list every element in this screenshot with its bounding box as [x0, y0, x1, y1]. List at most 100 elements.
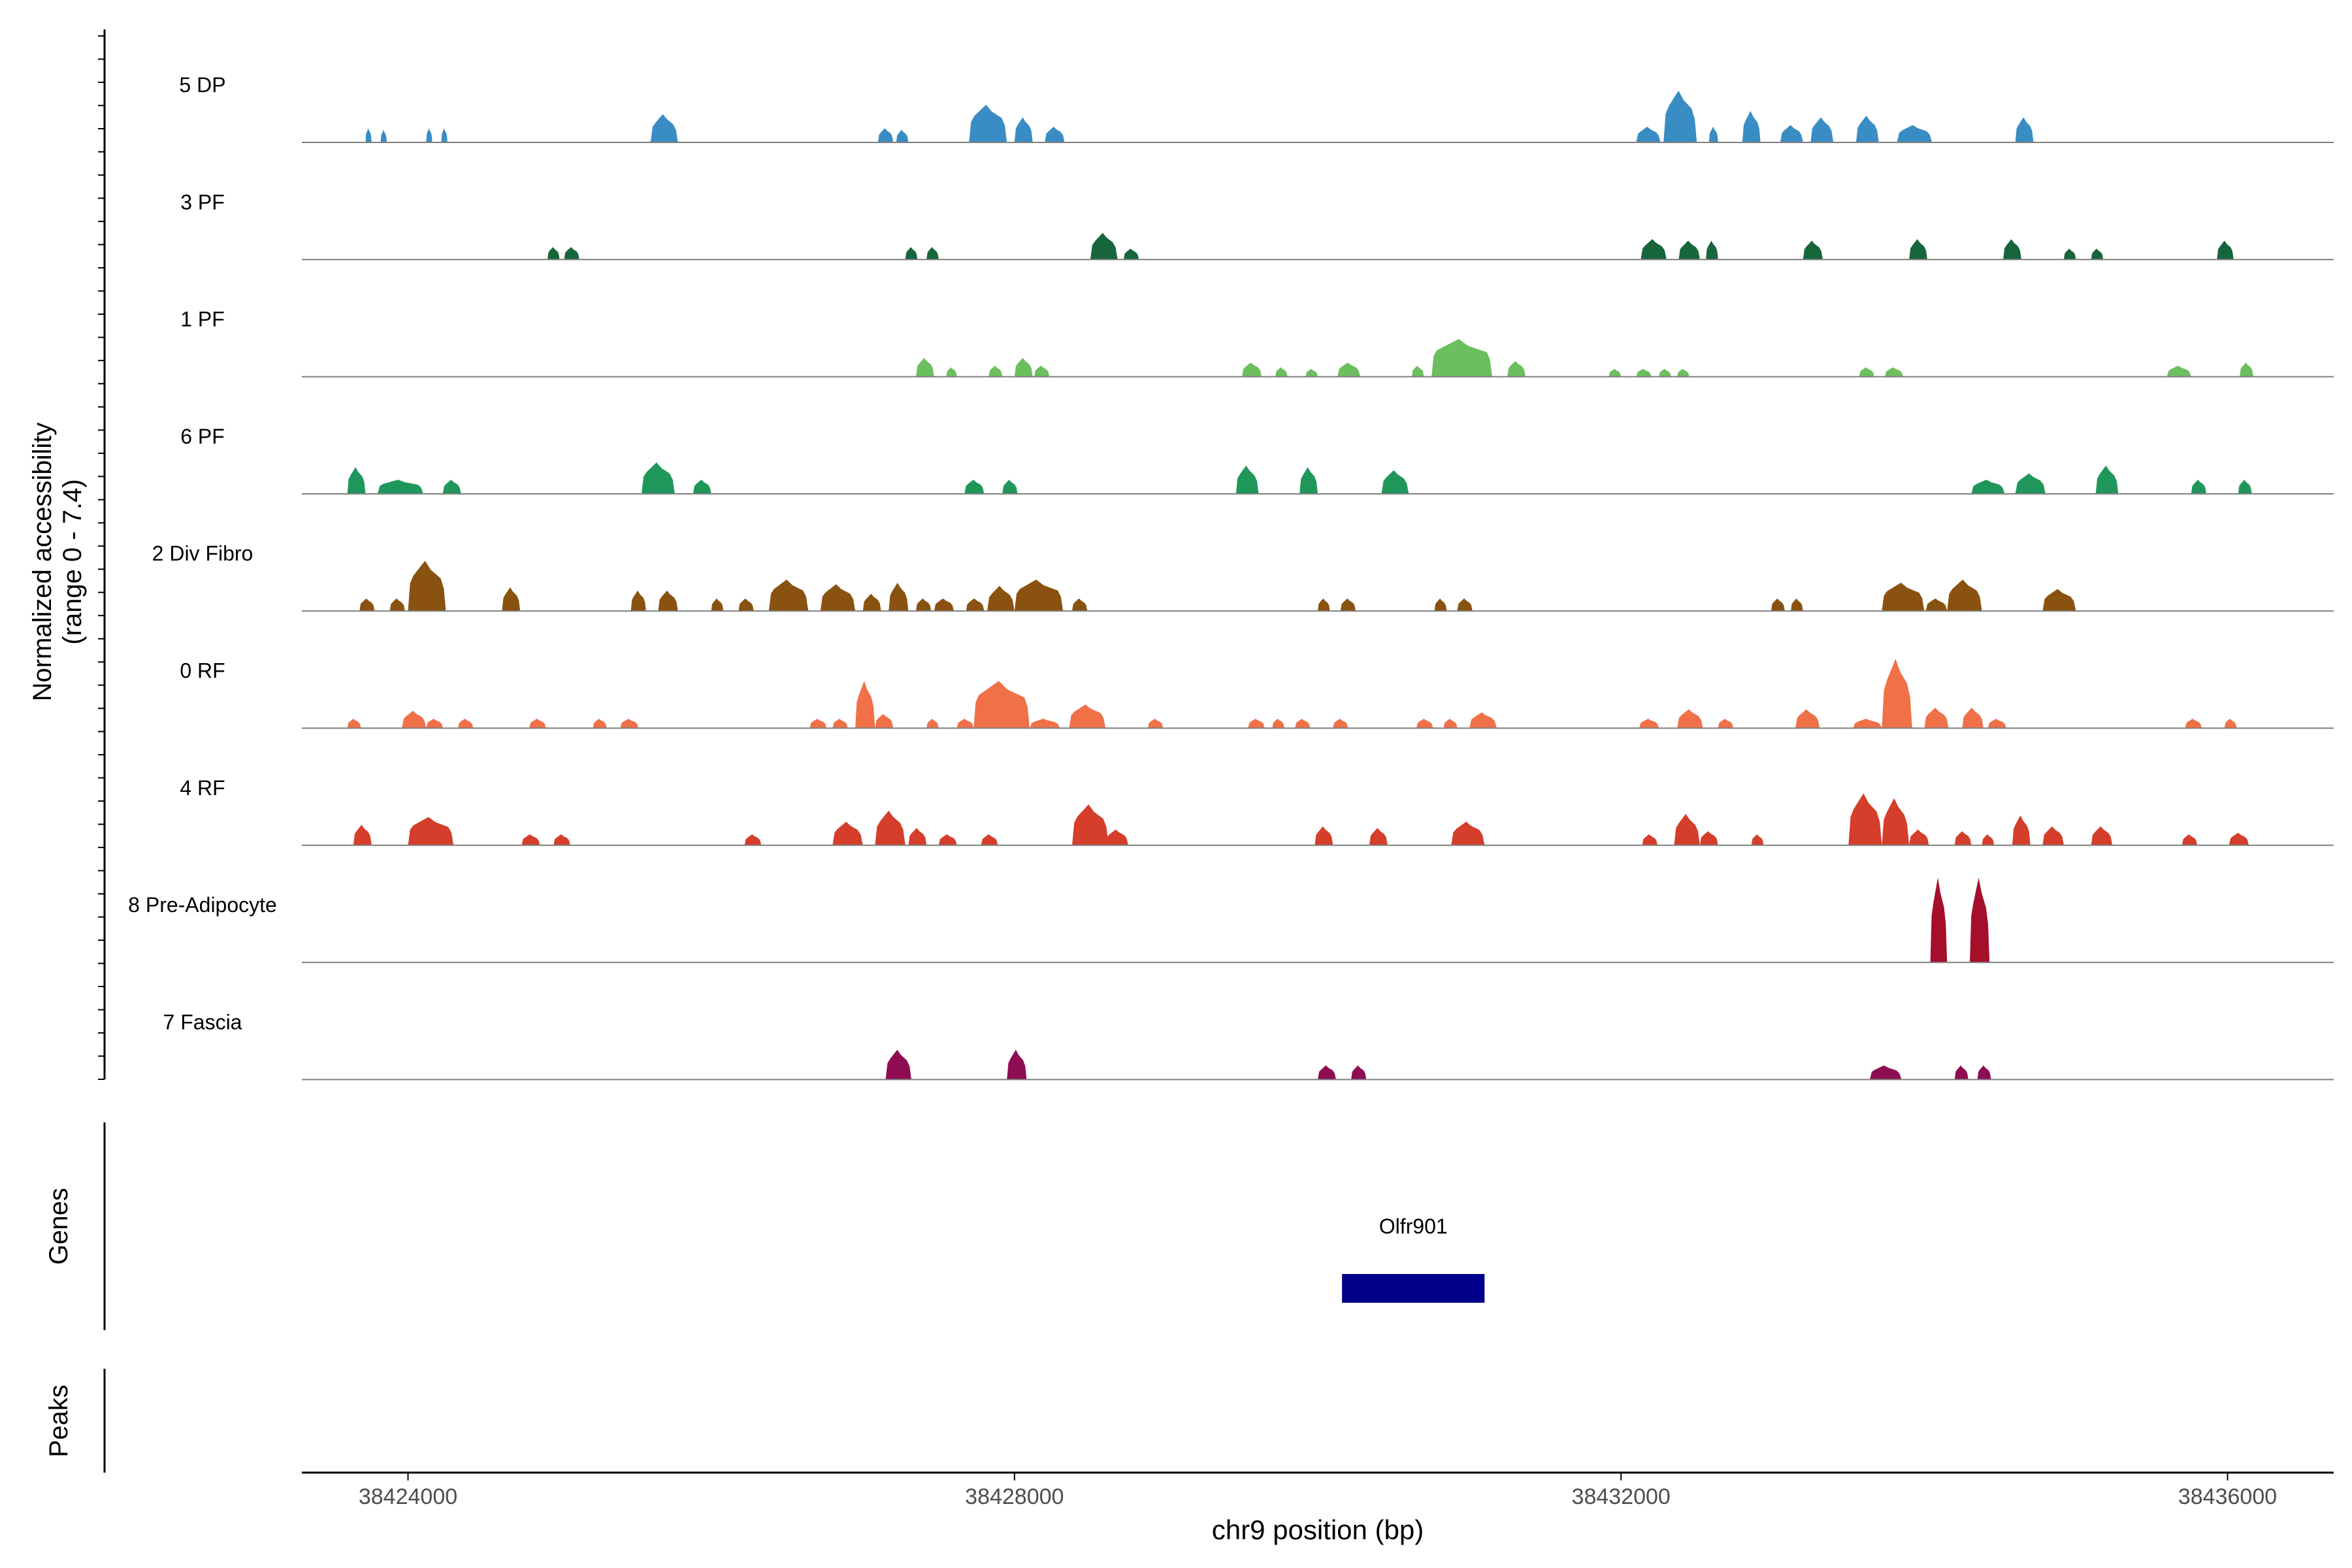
coverage-peak [650, 114, 678, 142]
coverage-peak [1718, 719, 1733, 728]
coverage-peak [1954, 831, 1972, 845]
coverage-peak [1706, 240, 1718, 260]
coverage-peak [1663, 90, 1697, 142]
coverage-peak [389, 598, 405, 612]
genes-label: Genes [44, 1188, 73, 1265]
coverage-peak [1859, 367, 1874, 377]
coverage-peak [2217, 240, 2234, 260]
coverage-peak [1970, 877, 1990, 963]
coverage-peak [877, 128, 894, 142]
coverage-peak [1742, 110, 1761, 142]
coverage-peak [1855, 116, 1879, 142]
coverage-peak [1030, 719, 1060, 728]
coverage-peak [1034, 365, 1050, 377]
coverage-peak [956, 719, 974, 728]
coverage-peak [353, 825, 372, 845]
coverage-peak [1272, 719, 1284, 728]
coverage-peak [1469, 712, 1497, 728]
coverage-peak [1882, 582, 1925, 612]
coverage-peak [1810, 117, 1834, 142]
coverage-peak [2185, 719, 2202, 728]
track-label: 1 PF [180, 308, 225, 331]
coverage-peak [855, 681, 875, 728]
coverage-peak [2181, 834, 2198, 845]
coverage-peak [987, 585, 1015, 612]
coverage-peak [1853, 719, 1882, 728]
coverage-peak [1242, 363, 1262, 377]
coverage-peak [1381, 470, 1409, 494]
coverage-peak [1045, 126, 1065, 142]
track-label: 2 Div Fibro [152, 542, 253, 565]
track-5: 2 Div Fibro [152, 542, 2334, 612]
coverage-peak [964, 480, 985, 494]
coverage-peak [2015, 117, 2034, 142]
coverage-peak [426, 128, 433, 142]
x-tick-label: 38424000 [359, 1484, 457, 1509]
track-label: 7 Fascia [163, 1010, 242, 1034]
coverage-peak [1791, 598, 1803, 612]
coverage-peak [1007, 1049, 1027, 1080]
coverage-peak [553, 834, 570, 845]
coverage-peak [981, 834, 998, 845]
coverage-peak [1609, 368, 1622, 377]
track-3: 1 PF [180, 308, 2334, 378]
coverage-peak [885, 1049, 911, 1080]
track-1: 5 DP [179, 73, 2334, 143]
coverage-peak [1869, 1065, 1902, 1080]
coverage-peak [862, 593, 881, 612]
coverage-peak [408, 817, 454, 845]
coverage-peak [946, 367, 957, 377]
coverage-peak [1699, 831, 1718, 845]
coverage-peak [547, 247, 560, 260]
coverage-peak [1507, 361, 1526, 377]
track-7: 4 RF [180, 776, 2334, 846]
coverage-peak [620, 719, 639, 728]
gene-name: Olfr901 [1379, 1215, 1448, 1238]
coverage-peak [916, 357, 934, 377]
coverage-peak [1434, 598, 1447, 612]
coverage-peak [1318, 598, 1330, 612]
coverage-peak [1148, 719, 1164, 728]
coverage-peak [889, 582, 909, 612]
coverage-peak [1636, 126, 1661, 142]
coverage-peak [1295, 719, 1311, 728]
coverage-peak [442, 480, 461, 494]
coverage-peak [365, 128, 372, 142]
coverage-peak [1002, 480, 1018, 494]
accessibility-y-axis: Normalized accessibility(range 0 - 7.4) [28, 29, 106, 1080]
coverage-peak [1795, 709, 1820, 728]
track-label: 0 RF [180, 659, 225, 683]
coverage-peak [1909, 239, 1927, 260]
coverage-peak [1803, 240, 1823, 260]
coverage-peak [1882, 659, 1912, 728]
coverage-peak [378, 480, 423, 494]
coverage-peak [1982, 834, 1995, 845]
coverage-peak [1885, 367, 1903, 377]
x-tick-label: 38432000 [1572, 1484, 1671, 1509]
coverage-peak [347, 719, 361, 728]
peaks-label: Peaks [44, 1384, 73, 1457]
coverage-peak [916, 598, 932, 612]
peaks-panel: Peaks [44, 1369, 106, 1473]
coverage-peak [2224, 719, 2237, 728]
coverage-peak [529, 719, 546, 728]
coverage-peak [1235, 465, 1259, 494]
coverage-peak [2091, 826, 2113, 845]
coverage-peak [1275, 367, 1288, 377]
coverage-peak [711, 598, 724, 612]
track-label: 6 PF [180, 425, 225, 448]
coverage-peak [1947, 580, 1982, 612]
coverage-peak [2063, 248, 2076, 260]
coverage-peak [988, 365, 1003, 377]
coverage-peak [1299, 467, 1318, 494]
coverage-peak [1337, 363, 1360, 377]
coverage-peak [2091, 248, 2104, 260]
coverage-peak [875, 713, 894, 728]
coverage-peak [347, 467, 366, 494]
track-label: 8 Pre-Adipocyte [128, 893, 277, 917]
coverage-peak [658, 590, 678, 612]
coverage-peak [2229, 832, 2249, 845]
coverage-peak [1925, 598, 1948, 612]
coverage-peak [1987, 719, 2006, 728]
